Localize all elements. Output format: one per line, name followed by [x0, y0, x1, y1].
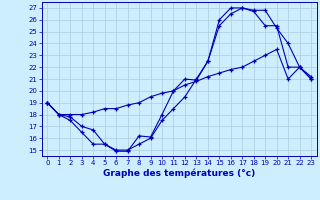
X-axis label: Graphe des températures (°c): Graphe des températures (°c) — [103, 169, 255, 178]
